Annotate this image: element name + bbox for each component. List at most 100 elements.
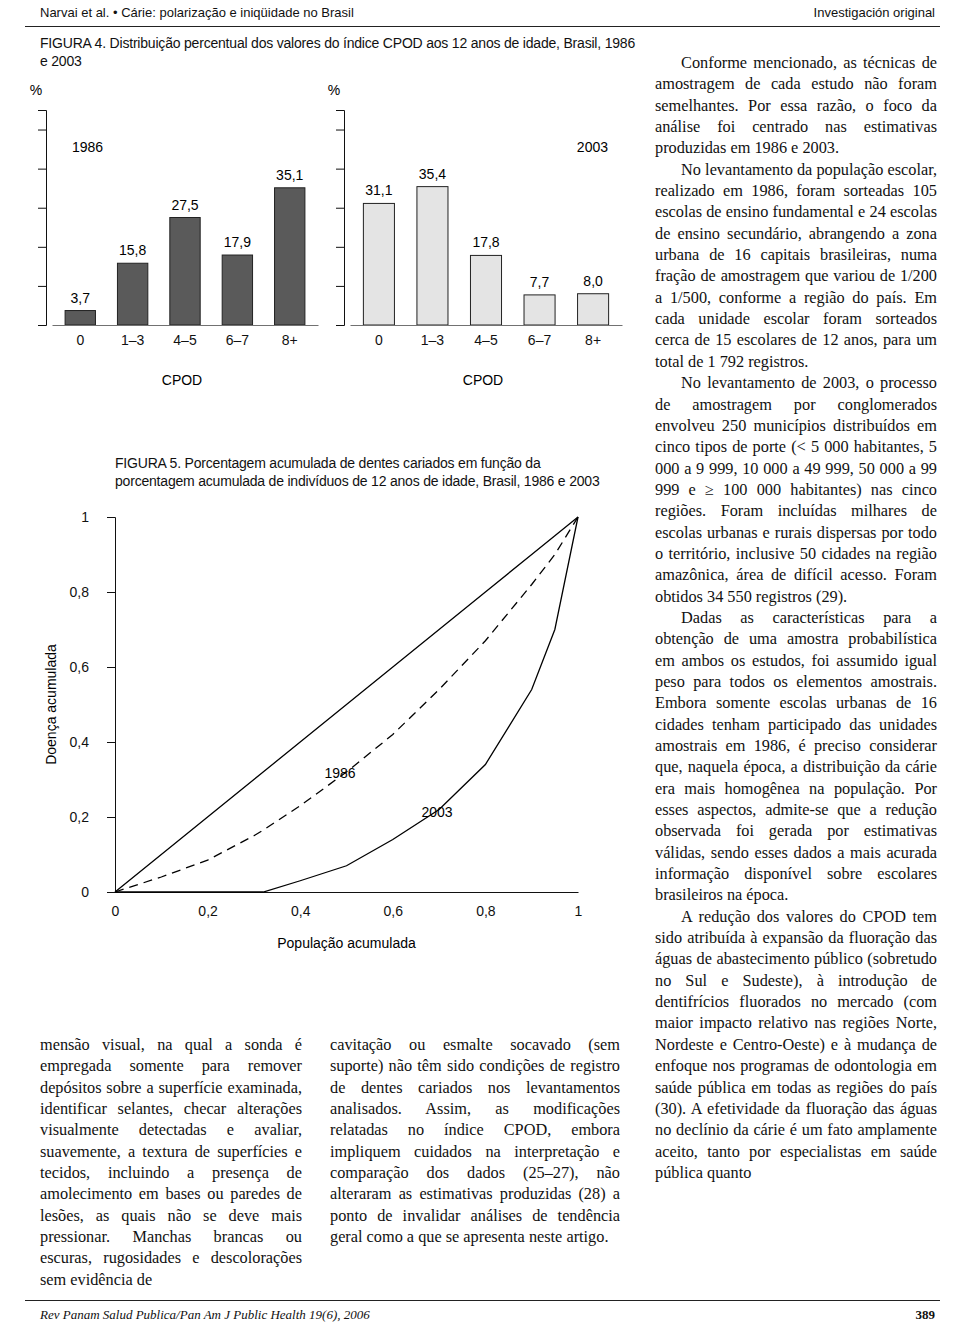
axis-line	[336, 111, 345, 326]
data-label: 7,7	[530, 274, 550, 290]
bar	[578, 294, 609, 325]
tick-label: 0,2	[70, 809, 90, 825]
tick: 0,2	[198, 892, 218, 919]
tick-mark	[38, 286, 46, 287]
tick	[336, 286, 344, 287]
y-axis	[38, 111, 47, 326]
tick: 8+	[585, 325, 601, 348]
tick: 1–3	[421, 325, 445, 348]
tick-mark	[107, 742, 115, 743]
tick: 0,4	[291, 892, 311, 919]
tick-mark	[336, 247, 344, 248]
footer-rule	[25, 1300, 940, 1301]
tick-label: 0,6	[70, 659, 90, 675]
tick-label: 8+	[585, 332, 601, 348]
data-label: 8,0	[583, 273, 603, 289]
bar-chart: 01–34–56–78+31,135,417,87,78,02003%CPOD	[328, 82, 623, 388]
tick	[336, 208, 344, 209]
data-label: 31,1	[365, 182, 392, 198]
tick-mark	[107, 667, 115, 668]
tick-mark	[107, 592, 115, 593]
tick-label: 1	[81, 509, 89, 525]
series-line	[115, 517, 578, 892]
tick: 4–5	[173, 325, 197, 348]
tick-label: 0,8	[476, 903, 496, 919]
x-axis-title: População acumulada	[277, 935, 416, 951]
tick	[336, 325, 344, 326]
tick-label: 1	[575, 903, 583, 919]
paragraph: No levantamento de 2003, o processo de a…	[655, 372, 937, 607]
tick	[336, 247, 344, 248]
tick: 4–5	[474, 325, 498, 348]
header-rule	[25, 26, 940, 27]
bar	[170, 218, 200, 326]
data-label: 17,9	[224, 234, 251, 250]
paragraph: No levantamento da população escolar, re…	[655, 159, 937, 372]
data-label: 35,4	[419, 166, 446, 182]
tick	[38, 286, 46, 287]
figure-caption: FIGURA 4. Distribuição percentual dos va…	[40, 34, 640, 70]
tick-label: 0	[76, 332, 84, 348]
tick	[336, 169, 344, 170]
text-column: cavitação ou esmalte socavado (sem supor…	[330, 1034, 620, 1247]
bars	[363, 187, 608, 325]
tick-label: 0,4	[291, 903, 311, 919]
tick	[38, 325, 46, 326]
x-axis-title: CPOD	[463, 372, 503, 388]
journal-citation: Rev Panam Salud Publica/Pan Am J Public …	[40, 1307, 370, 1323]
axis-line	[107, 518, 116, 893]
running-head: Narvai et al. • Cárie: polarização e ini…	[40, 5, 354, 20]
bar	[417, 187, 448, 325]
lines	[115, 517, 578, 892]
axis-line	[351, 325, 623, 326]
data-label: 27,5	[171, 197, 198, 213]
tick	[38, 169, 46, 170]
tick	[336, 130, 344, 131]
tick-mark	[38, 325, 46, 326]
bar	[117, 263, 147, 325]
line-chart: 00,20,40,60,8100,20,40,60,8119862003Popu…	[43, 509, 583, 951]
tick	[38, 208, 46, 209]
tick-label: 0	[375, 332, 383, 348]
data-label: 15,8	[119, 242, 146, 258]
tick-label: 0,2	[198, 903, 218, 919]
paragraph: mensão visual, na qual a sonda é emprega…	[40, 1034, 302, 1290]
tick: 0,6	[384, 892, 404, 919]
series-label: 1986	[324, 765, 355, 781]
tick-label: 4–5	[474, 332, 498, 348]
tick-mark	[38, 130, 46, 131]
bar	[65, 311, 95, 325]
bar	[524, 295, 555, 325]
tick-mark	[107, 892, 115, 893]
y-axis-title: %	[30, 82, 42, 98]
data-label: 3,7	[71, 290, 91, 306]
tick: 0	[76, 325, 84, 348]
bar	[275, 188, 305, 325]
tick-mark	[107, 517, 115, 518]
y-axis: 00,20,40,60,81	[70, 509, 116, 900]
tick-label: 0,6	[384, 903, 404, 919]
bar-chart: 01–34–56–78+3,715,827,517,935,11986%CPOD	[30, 82, 319, 388]
x-axis: 00,20,40,60,81	[112, 892, 583, 919]
axis-line	[38, 111, 47, 326]
section-label: Investigación original	[814, 5, 935, 20]
tick	[38, 247, 46, 248]
tick: 0,2	[70, 809, 115, 825]
chart-title: 2003	[577, 139, 608, 155]
tick: 8+	[282, 325, 298, 348]
tick-mark	[38, 247, 46, 248]
bars	[65, 188, 305, 325]
tick-label: 1–3	[121, 332, 145, 348]
tick: 6–7	[528, 325, 552, 348]
tick: 1	[575, 892, 583, 919]
figure-canvas: 0 1–3 4–5 6–7 8+ 3,7 15,8 27,5 17,9 35,1 1986% CPOD…	[0, 0, 960, 1330]
tick-label: 0,8	[70, 584, 90, 600]
paragraph: Dadas as características para a obtenção…	[655, 607, 937, 906]
text-column: mensão visual, na qual a sonda é emprega…	[40, 1034, 302, 1290]
tick-label: 6–7	[226, 332, 250, 348]
tick-label: 8+	[282, 332, 298, 348]
tick: 6–7	[226, 325, 250, 348]
paragraph: A redução dos valores do CPOD tem sido a…	[655, 906, 937, 1183]
data-label: 35,1	[276, 167, 303, 183]
series-line	[115, 517, 578, 892]
